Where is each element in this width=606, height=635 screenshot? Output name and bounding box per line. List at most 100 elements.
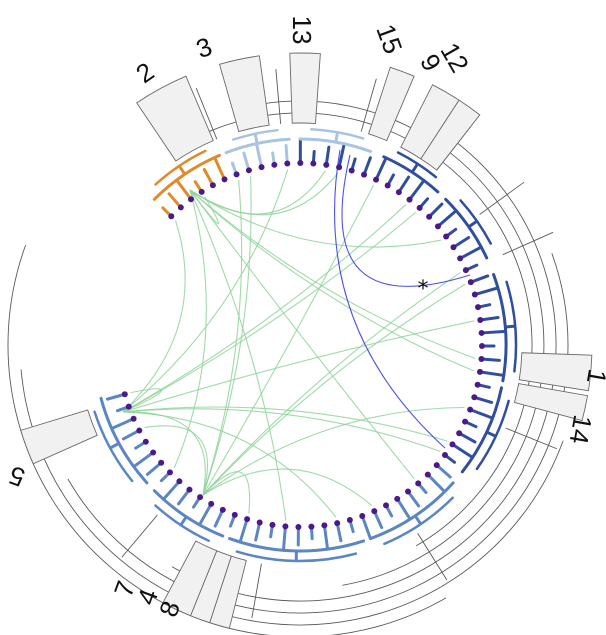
clade-branch-arc [382, 155, 440, 194]
clade-box-15 [368, 66, 415, 142]
branch-stub [281, 524, 287, 552]
branch-stub [457, 431, 477, 444]
clade-branch-stem [179, 515, 188, 526]
clade-label-1: 1 [581, 367, 606, 386]
clade-branch-arc [475, 399, 510, 471]
leaf-node [187, 196, 194, 203]
green-link [189, 189, 475, 372]
leaf-node [462, 267, 469, 274]
guide-arc [7, 244, 447, 635]
leaf-node [168, 213, 175, 220]
guide-tick [417, 533, 448, 581]
leaf-node [231, 511, 238, 518]
guide-arc [20, 369, 564, 626]
branch-stub [322, 523, 330, 551]
clade-branch-arc [298, 137, 372, 153]
blue-link [341, 154, 471, 287]
clade-branch-arc [152, 489, 225, 538]
green-link [122, 204, 407, 413]
leaf-node [477, 316, 484, 323]
leaf-node [310, 160, 317, 167]
branch-stub [473, 286, 500, 297]
leaf-node [416, 204, 423, 211]
guide-tick [479, 181, 525, 215]
clade-label-3: 3 [192, 31, 216, 64]
leaf-node [321, 522, 328, 529]
green-link [189, 189, 287, 521]
clade-label-12: 12 [435, 37, 475, 77]
connection-links [122, 149, 476, 521]
leaf-node [336, 164, 343, 171]
branch-stub [478, 370, 506, 377]
leaf-node [244, 516, 251, 523]
clade-label-15: 15 [370, 20, 408, 57]
branch-stub [469, 274, 490, 284]
branch-stub [145, 461, 163, 476]
clade-branch-arc [368, 481, 455, 541]
leaf-node [221, 176, 228, 183]
green-link [122, 169, 289, 413]
clade-box-5 [20, 409, 98, 465]
leaf-node [186, 486, 193, 493]
clade-branch-arc [444, 197, 489, 260]
branch-stub [408, 178, 426, 202]
green-link [122, 220, 186, 413]
branch-stub [360, 514, 372, 541]
branch-stub [458, 245, 483, 260]
leaf-node [474, 381, 481, 388]
leaf-node [166, 469, 173, 476]
leaf-node [271, 161, 278, 168]
clade-box-7 [162, 540, 218, 617]
leaf-node [121, 391, 128, 398]
leaf-node [384, 182, 391, 189]
green-link [202, 468, 373, 507]
leaf-node [405, 488, 412, 495]
leaf-node [282, 523, 289, 530]
clade-branch-stem [467, 219, 478, 229]
branch-stub [198, 502, 213, 527]
clade-branch-arc [505, 280, 518, 373]
green-link [122, 211, 417, 413]
branch-stub [472, 395, 494, 404]
leaf-node [269, 521, 276, 528]
leaf-node [176, 478, 183, 485]
leaf-node [383, 502, 390, 509]
green-link [189, 189, 415, 480]
leaf-node [142, 438, 149, 445]
clade-branch-stem [410, 163, 419, 174]
clade-branch-stem [505, 324, 516, 329]
clade-branch-stem [334, 132, 339, 143]
branch-stub [132, 450, 155, 469]
guide-tick [505, 427, 557, 450]
leaf-node [373, 176, 380, 183]
guide-tick [275, 69, 282, 124]
clade-boxes [20, 52, 593, 629]
branch-stub [468, 408, 495, 420]
branch-stub [374, 156, 388, 182]
leaf-node [433, 462, 440, 469]
leaf-node [295, 523, 302, 530]
leaf-node [359, 513, 366, 520]
leaf-node [426, 213, 433, 220]
green-link [122, 408, 441, 452]
clade-branch-arc [235, 550, 358, 563]
branch-stub [254, 142, 264, 169]
clade-label-13: 13 [287, 16, 317, 45]
branch-stub [121, 428, 141, 441]
leaf-node [449, 441, 456, 448]
clade-branch-stem [109, 441, 120, 450]
green-link [189, 189, 442, 248]
clade-label-2: 2 [130, 56, 159, 89]
leaf-node [233, 171, 240, 178]
clade-branch-arc [460, 386, 503, 474]
green-link [189, 170, 326, 215]
clade-branch-arc [492, 273, 508, 383]
branch-stub [324, 145, 331, 167]
clade-branch-arc [93, 410, 134, 483]
green-link [202, 184, 375, 496]
leaf-node [471, 394, 478, 401]
leaf-node [475, 304, 482, 311]
branch-stub [478, 316, 500, 322]
leaf-node [308, 523, 315, 530]
leaf-node [456, 430, 463, 437]
